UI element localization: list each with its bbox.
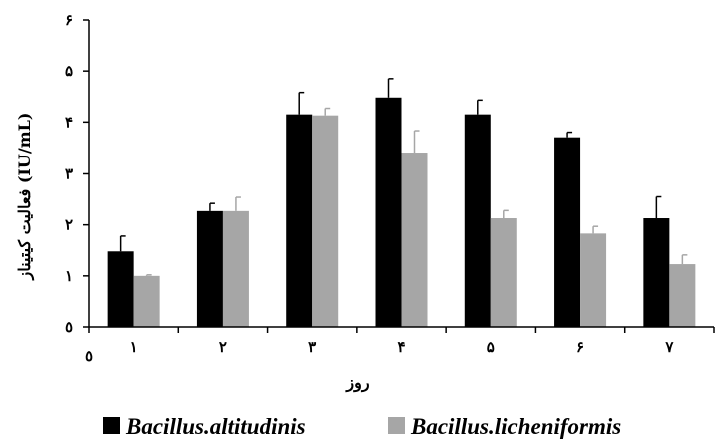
bar-series-2: [580, 233, 607, 327]
x-origin-label: ٥: [85, 347, 93, 365]
legend-label-series-1: Bacillus.altitudinis: [125, 414, 306, 439]
error-bars-group: [119, 78, 688, 276]
x-ticks-group: ١ ٢ ٣ ۴ ۵ ۶ ٧: [88, 327, 715, 356]
bar-series-1: [554, 137, 581, 327]
y-tick-label: ۵: [65, 62, 73, 80]
y-ticks-group: ٥ ١ ٢ ٣ ۴ ۵ ۶: [65, 11, 89, 336]
bars-group: [107, 97, 696, 328]
y-tick-label: ٥: [65, 318, 73, 336]
x-tick-label: ٢: [219, 338, 227, 356]
y-tick-label: ١: [65, 267, 73, 285]
bar-series-2: [669, 264, 696, 327]
x-tick-label: ٧: [664, 338, 674, 356]
bar-series-1: [643, 218, 670, 327]
bar-series-2: [133, 275, 160, 327]
legend-swatch-series-1: [103, 417, 120, 434]
x-tick-label: ۶: [576, 338, 584, 356]
y-tick-label: ٣: [65, 165, 73, 183]
legend: Bacillus.altitudinis Bacillus.lichenifor…: [103, 414, 621, 439]
legend-swatch-series-2: [388, 417, 405, 434]
bar-series-1: [464, 114, 491, 328]
x-tick-label: ١: [130, 338, 138, 356]
bar-series-1: [196, 210, 223, 327]
x-axis-title: روز: [345, 373, 369, 393]
bar-series-2: [490, 218, 517, 327]
x-tick-label: ٣: [308, 338, 316, 356]
x-tick-label: ۴: [397, 338, 405, 356]
bar-series-1: [375, 97, 402, 327]
y-axis-title: فعالیت کیتیناز (IU/mL): [15, 113, 35, 281]
legend-label-series-2: Bacillus.licheniformis: [410, 414, 621, 439]
y-tick-label: ٢: [65, 216, 73, 234]
y-tick-label: ۶: [65, 11, 73, 29]
bar-series-2: [401, 153, 428, 327]
bar-series-1: [286, 114, 313, 328]
bar-series-1: [107, 251, 134, 327]
x-tick-label: ۵: [487, 338, 495, 356]
y-tick-label: ۴: [65, 113, 73, 131]
bar-series-2: [222, 210, 249, 327]
bar-series-2: [312, 115, 339, 327]
